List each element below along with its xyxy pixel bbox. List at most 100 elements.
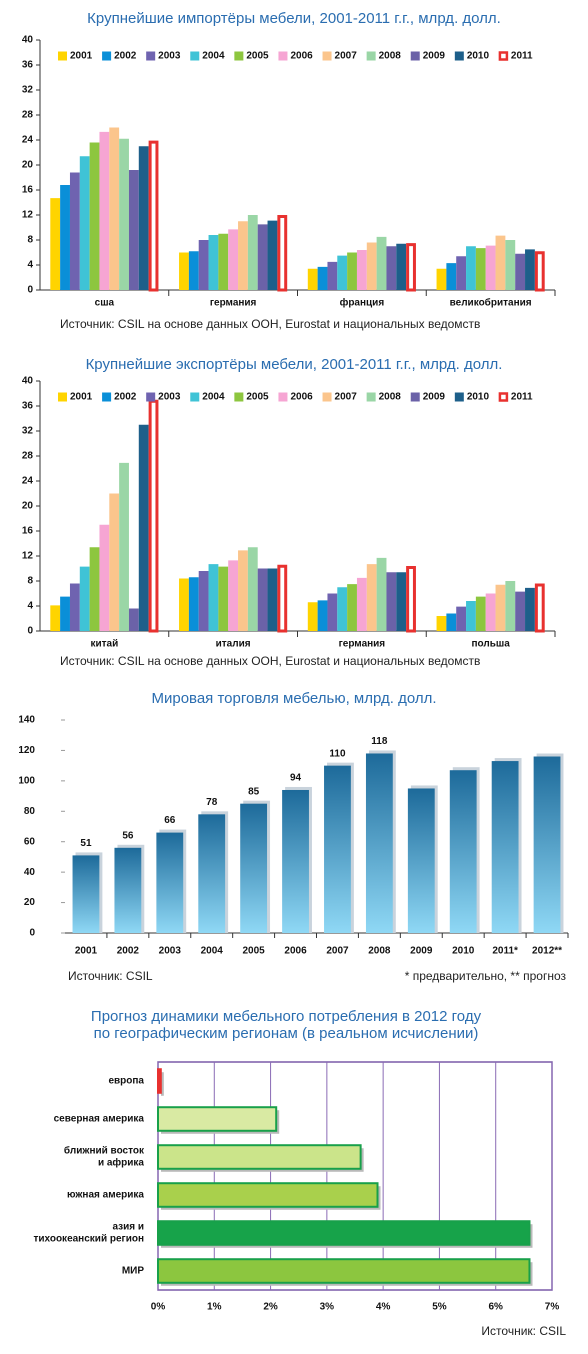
bar [157, 1220, 531, 1246]
bar [505, 581, 516, 631]
y-tick-label: 28 [22, 110, 34, 121]
bar [396, 572, 407, 631]
value-label: 94 [290, 773, 302, 784]
bar [208, 235, 219, 290]
bar [79, 156, 90, 290]
bar [109, 493, 120, 631]
y-tick-label: МИР [121, 1265, 144, 1277]
x-tick-label: 2006 [284, 946, 307, 957]
y-tick-label: северная америка [53, 1113, 144, 1125]
x-tick-label: 2005 [243, 946, 266, 957]
bar [247, 547, 258, 631]
bar [60, 596, 70, 631]
legend-label: 2006 [290, 51, 313, 62]
x-tick-label: 2010 [452, 946, 475, 957]
x-tick-label: 2004 [201, 946, 224, 957]
x-tick-label: 4% [376, 1302, 391, 1313]
bar [79, 566, 90, 631]
y-tick-label: 40 [22, 376, 34, 387]
legend-label: 2004 [202, 392, 225, 403]
y-tick-label: 100 [18, 775, 35, 786]
x-tick-label: сша [95, 298, 115, 309]
bar [446, 613, 457, 631]
bar [449, 770, 477, 933]
note: * предварительно, ** прогноз [404, 969, 566, 983]
legend-swatch [234, 51, 244, 61]
bar [515, 253, 526, 290]
bar [277, 564, 288, 633]
value-label: 56 [122, 830, 134, 841]
bar [324, 765, 351, 933]
bar [89, 547, 100, 631]
bar [157, 1068, 162, 1094]
bar [407, 788, 435, 933]
y-tick-label: 36 [22, 60, 34, 71]
bar [267, 220, 278, 290]
bar [218, 233, 229, 290]
bar [228, 229, 239, 290]
legend-label: 2002 [114, 51, 137, 62]
legend-swatch [366, 51, 376, 61]
legend-swatch [498, 392, 509, 402]
legend-swatch [410, 51, 420, 61]
legend-label: 2003 [158, 51, 181, 62]
y-tick-label: 16 [22, 526, 34, 537]
legend-swatch [58, 51, 67, 61]
bar [533, 756, 561, 933]
legend-swatch [366, 392, 376, 402]
legend-swatch [146, 392, 156, 402]
x-tick-label: 2002 [117, 946, 140, 957]
x-tick-label: польша [471, 639, 510, 650]
bar [356, 577, 367, 631]
y-tick-label: 28 [22, 451, 34, 462]
x-tick-label: 3% [320, 1302, 335, 1313]
y-tick-label: 0 [27, 285, 33, 296]
legend-label: 2005 [246, 51, 269, 62]
source: Источник: CSIL на основе данных ООН, Eur… [60, 317, 481, 331]
legend-swatch [410, 392, 420, 402]
bar [525, 249, 535, 290]
bar [396, 243, 407, 290]
bar [495, 235, 506, 290]
bar [327, 593, 338, 631]
source: Источник: CSIL [68, 969, 153, 983]
bar [406, 566, 416, 633]
bar [446, 263, 457, 290]
bar [114, 847, 142, 933]
y-tick-label: 12 [22, 210, 34, 221]
bar [240, 803, 268, 933]
bar [218, 566, 229, 631]
bar [238, 221, 248, 290]
bar [485, 245, 496, 290]
x-tick-label: германия [210, 298, 257, 309]
value-label: 78 [206, 797, 218, 808]
y-tick-label: 24 [22, 476, 34, 487]
legend-swatch [234, 392, 244, 402]
legend-label: 2009 [423, 51, 446, 62]
bar-shadow [161, 1072, 164, 1096]
y-tick-label: 24 [22, 135, 34, 146]
bar [238, 550, 248, 631]
bar [156, 832, 184, 933]
x-tick-label: 0% [151, 1302, 166, 1313]
y-tick-label: 16 [22, 185, 34, 196]
y-tick-label: 4 [27, 601, 33, 612]
bar [495, 584, 506, 631]
bar [347, 584, 357, 631]
bar [228, 560, 239, 631]
bar [505, 240, 516, 290]
bar [128, 170, 139, 290]
bar [466, 601, 476, 631]
y-tick-label: ближний восток и африка [63, 1145, 144, 1169]
bar [534, 583, 545, 633]
x-tick-label: 6% [488, 1302, 503, 1313]
y-tick-label: 4 [27, 260, 33, 271]
y-tick-label: 40 [24, 867, 36, 878]
legend-label: 2008 [379, 392, 402, 403]
bar [198, 240, 209, 290]
x-tick-label: 2008 [368, 946, 391, 957]
value-label: 85 [248, 786, 260, 797]
x-tick-label: франция [340, 297, 385, 309]
x-tick-label: германия [339, 639, 386, 650]
